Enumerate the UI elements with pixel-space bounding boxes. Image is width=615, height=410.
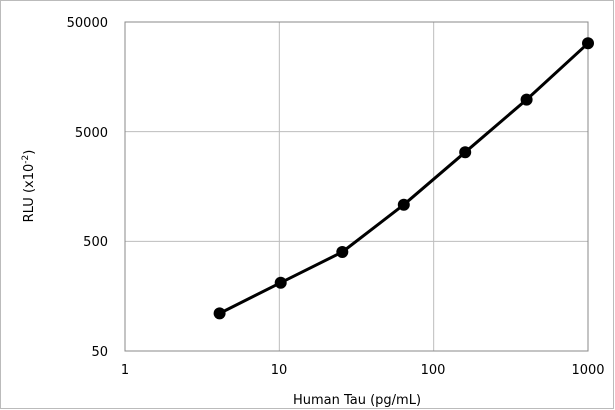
- x-tick-label: 1: [121, 363, 129, 378]
- data-point: [213, 307, 226, 320]
- x-axis-title: Human Tau (pg/mL): [293, 393, 421, 408]
- series: [213, 37, 594, 320]
- y-tick-label: 500: [83, 235, 108, 250]
- data-point: [336, 246, 349, 258]
- x-tick-label: 1000: [571, 363, 604, 378]
- plot-area: [124, 21, 589, 352]
- x-tick-label: 100: [421, 363, 446, 378]
- y-axis-title: RLU (x10-2): [21, 150, 37, 223]
- x-axis: 1 10 100 1000: [121, 363, 605, 378]
- y-axis-title-main: RLU (x10: [22, 164, 37, 223]
- y-tick-label: 5000: [75, 126, 108, 141]
- y-tick-label: 50000: [67, 16, 108, 31]
- y-axis: 50000 5000 500 50: [67, 16, 108, 360]
- y-tick-label: 50: [91, 345, 108, 360]
- y-axis-title-suffix: ): [22, 150, 37, 155]
- y-axis-title-superscript: -2: [21, 155, 31, 164]
- data-point: [274, 276, 287, 289]
- data-point: [397, 198, 410, 211]
- x-tick-label: 10: [271, 363, 288, 378]
- data-point: [459, 146, 472, 159]
- data-point: [520, 93, 533, 106]
- data-point: [582, 37, 594, 50]
